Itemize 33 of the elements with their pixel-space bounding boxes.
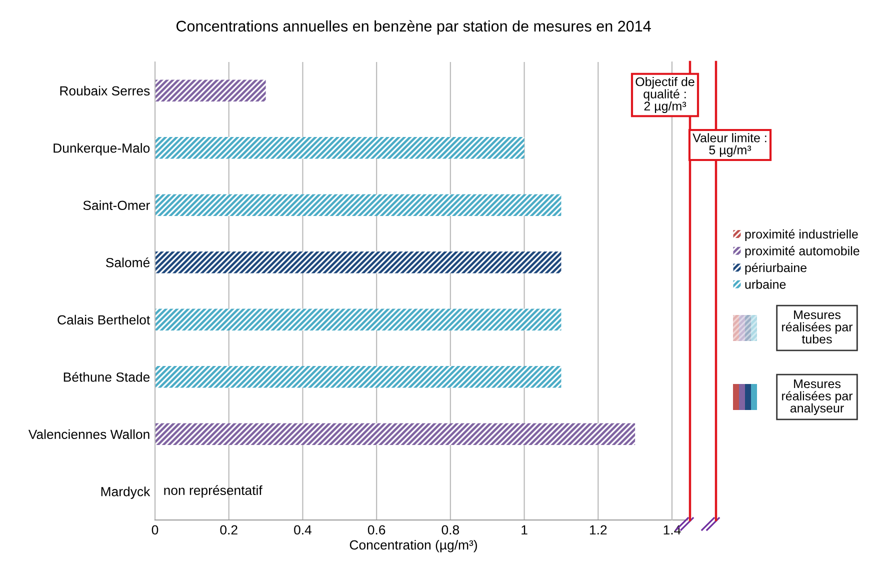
y-tick-label: Dunkerque-Malo: [54, 143, 150, 156]
annotation: Objectif de qualité : 2 µg/m³: [636, 76, 694, 114]
y-tick-label: Béthune Stade: [64, 372, 150, 382]
y-tick-label: Saint-Omer: [83, 200, 150, 210]
legend-label: proximité industrielle: [745, 229, 858, 242]
x-tick-label: 1: [522, 525, 528, 534]
text: Mesures réalisées par tubes: [782, 310, 853, 344]
annotation: non représentatif: [164, 485, 262, 498]
bar: [155, 137, 524, 159]
bar: [155, 308, 562, 331]
x-tick-label: 0.8: [442, 525, 460, 535]
x-tick-label: 0.6: [368, 525, 386, 535]
text: Valeur limite : 5 µg/m³: [692, 133, 766, 157]
legend-label: urbaine: [745, 280, 786, 289]
x-tick-label: 0: [152, 525, 158, 535]
y-tick-label: Valenciennes Wallon: [28, 429, 150, 440]
x-tick-label: 0.4: [294, 525, 312, 535]
bar: [155, 80, 266, 102]
x-axis-title: Concentration (µg/m³): [350, 540, 477, 552]
text: Mesures réalisées par analyseur: [782, 379, 853, 416]
bar: [155, 366, 562, 388]
y-tick-label: Calais Berthelot: [58, 314, 150, 325]
y-tick-label: Salomé: [106, 257, 150, 268]
y-tick-label: Roubaix Serres: [60, 86, 150, 96]
bar: [155, 252, 562, 274]
x-tick-label: 0.2: [220, 525, 238, 535]
legend-label: proximité automobile: [745, 246, 860, 258]
chart-title: Concentrations annuelles en benzène par station de mesures en 2014: [176, 20, 651, 35]
legend-label: périurbaine: [745, 262, 806, 275]
y-tick-label: Mardyck: [101, 486, 150, 499]
x-tick-label: 1.2: [590, 525, 607, 534]
bar: [155, 423, 636, 446]
bar: [155, 194, 562, 216]
